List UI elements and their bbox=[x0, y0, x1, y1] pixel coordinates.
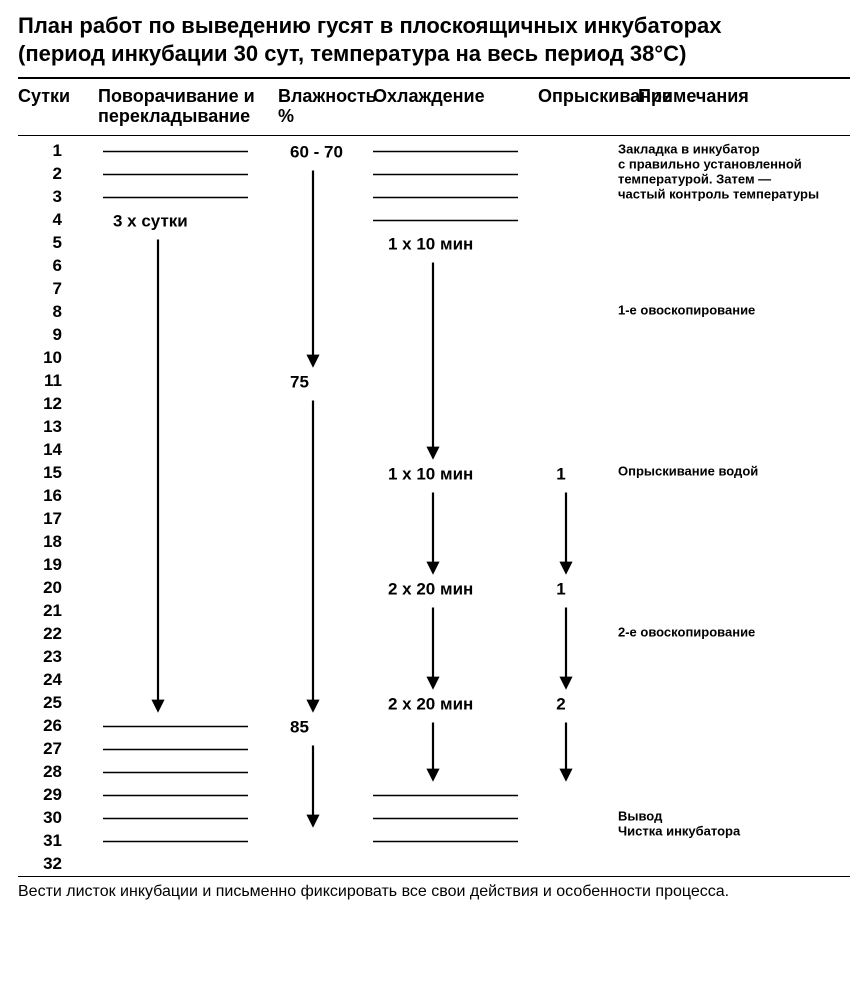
day-number: 23 bbox=[18, 647, 80, 667]
day-row: 19 bbox=[18, 554, 850, 577]
day-number: 6 bbox=[18, 256, 80, 276]
day-number: 13 bbox=[18, 417, 80, 437]
day-number: 3 bbox=[18, 187, 80, 207]
day-row: 14 bbox=[18, 439, 850, 462]
day-row: 16 bbox=[18, 485, 850, 508]
header-spraying: Опрыскивание bbox=[538, 87, 638, 107]
header-humidity: Влажность % bbox=[278, 87, 373, 127]
page: План работ по выведению гусят в плоскоящ… bbox=[0, 0, 868, 1000]
day-row: 3 bbox=[18, 186, 850, 209]
day-row: 7 bbox=[18, 278, 850, 301]
day-row: 24 bbox=[18, 669, 850, 692]
day-row: 6 bbox=[18, 255, 850, 278]
day-number: 26 bbox=[18, 716, 80, 736]
day-number: 16 bbox=[18, 486, 80, 506]
day-number: 19 bbox=[18, 555, 80, 575]
day-row: 9 bbox=[18, 324, 850, 347]
day-number: 5 bbox=[18, 233, 80, 253]
day-row: 21 bbox=[18, 600, 850, 623]
day-number: 20 bbox=[18, 578, 80, 598]
day-row: 4 bbox=[18, 209, 850, 232]
day-row: 25 bbox=[18, 692, 850, 715]
day-number: 28 bbox=[18, 762, 80, 782]
day-row: 2 bbox=[18, 163, 850, 186]
day-row: 17 bbox=[18, 508, 850, 531]
day-number: 8 bbox=[18, 302, 80, 322]
day-row: 1 bbox=[18, 140, 850, 163]
header-turning: Поворачивание и перекладывание bbox=[98, 87, 278, 127]
day-row: 13 bbox=[18, 416, 850, 439]
rule-under-headers bbox=[18, 135, 850, 136]
day-number: 9 bbox=[18, 325, 80, 345]
day-row: 28 bbox=[18, 761, 850, 784]
day-number: 24 bbox=[18, 670, 80, 690]
day-row: 5 bbox=[18, 232, 850, 255]
header-day: Сутки bbox=[18, 87, 98, 107]
day-number: 1 bbox=[18, 141, 80, 161]
day-number: 14 bbox=[18, 440, 80, 460]
day-number: 4 bbox=[18, 210, 80, 230]
day-row: 11 bbox=[18, 370, 850, 393]
day-row: 23 bbox=[18, 646, 850, 669]
day-row: 32 bbox=[18, 853, 850, 876]
header-notes: Примечания bbox=[638, 87, 850, 107]
header-cooling: Охлаждение bbox=[373, 87, 538, 107]
day-number: 22 bbox=[18, 624, 80, 644]
day-number: 29 bbox=[18, 785, 80, 805]
day-number: 11 bbox=[18, 371, 80, 391]
day-row: 22 bbox=[18, 623, 850, 646]
day-number: 2 bbox=[18, 164, 80, 184]
day-row: 26 bbox=[18, 715, 850, 738]
day-number: 32 bbox=[18, 854, 80, 874]
day-row: 12 bbox=[18, 393, 850, 416]
day-row: 27 bbox=[18, 738, 850, 761]
day-row: 30 bbox=[18, 807, 850, 830]
day-row: 20 bbox=[18, 577, 850, 600]
day-row: 29 bbox=[18, 784, 850, 807]
column-headers: Сутки Поворачивание и перекладывание Вла… bbox=[18, 79, 850, 135]
day-number: 18 bbox=[18, 532, 80, 552]
day-number: 31 bbox=[18, 831, 80, 851]
day-number: 27 bbox=[18, 739, 80, 759]
day-number: 10 bbox=[18, 348, 80, 368]
day-number: 21 bbox=[18, 601, 80, 621]
day-row: 8 bbox=[18, 301, 850, 324]
schedule-grid: 1234567891011121314151617181920212223242… bbox=[18, 140, 850, 876]
day-row: 31 bbox=[18, 830, 850, 853]
title-line-1: План работ по выведению гусят в плоскоящ… bbox=[18, 13, 722, 38]
day-row: 18 bbox=[18, 531, 850, 554]
page-title: План работ по выведению гусят в плоскоящ… bbox=[18, 12, 850, 67]
day-row: 15 bbox=[18, 462, 850, 485]
day-number: 12 bbox=[18, 394, 80, 414]
day-number: 25 bbox=[18, 693, 80, 713]
title-line-2: (период инкубации 30 сут, температура на… bbox=[18, 41, 686, 66]
day-number: 15 bbox=[18, 463, 80, 483]
day-number: 7 bbox=[18, 279, 80, 299]
day-number: 30 bbox=[18, 808, 80, 828]
day-number: 17 bbox=[18, 509, 80, 529]
day-row: 10 bbox=[18, 347, 850, 370]
footer-note: Вести листок инкубации и письменно фикси… bbox=[18, 877, 850, 901]
